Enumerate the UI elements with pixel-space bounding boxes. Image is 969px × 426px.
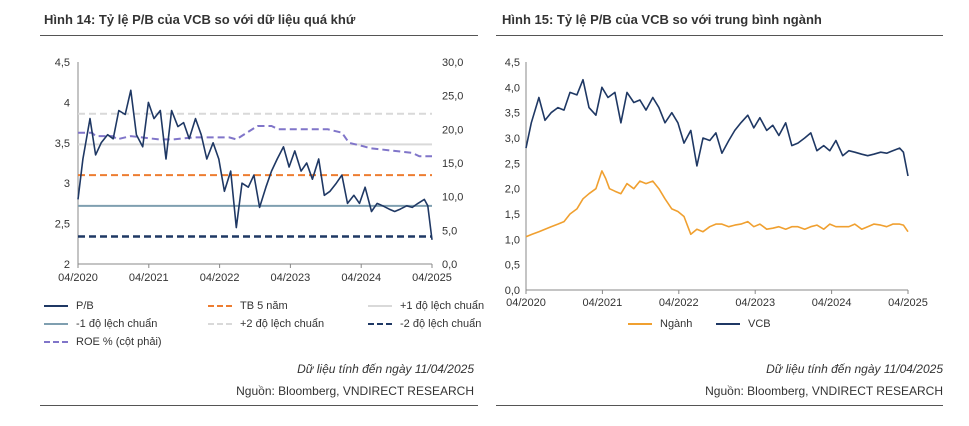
y-right-tick-label: 10,0 — [442, 192, 463, 204]
y-tick-label: 4,0 — [505, 82, 520, 94]
legend-item-vcb: VCB — [716, 318, 771, 330]
y-tick-label: 0,0 — [505, 285, 520, 297]
y-right-tick-label: 5,0 — [442, 225, 457, 237]
data-date-note: Dữ liệu tính đến ngày 11/04/2025 — [297, 362, 474, 376]
x-tick-label: 04/2020 — [506, 297, 546, 309]
legend-swatch — [44, 305, 68, 307]
title-rule — [496, 35, 943, 36]
source-note: Nguồn: Bloomberg, VNDIRECT RESEARCH — [236, 384, 474, 398]
legend-label: -2 độ lệch chuẩn — [400, 318, 482, 330]
legend-label: Ngành — [660, 318, 693, 330]
legend-label: -1 độ lệch chuẩn — [76, 318, 158, 330]
y-left-tick-label: 3 — [64, 178, 70, 190]
x-tick-label: 04/2022 — [659, 297, 699, 309]
y-right-tick-label: 25,0 — [442, 91, 463, 103]
y-right-tick-label: 15,0 — [442, 158, 463, 170]
y-tick-label: 1,0 — [505, 234, 520, 246]
data-date-note: Dữ liệu tính đến ngày 11/04/2025 — [766, 362, 943, 376]
x-tick-label: 04/2025 — [888, 297, 928, 309]
y-left-tick-label: 2,5 — [55, 219, 70, 231]
y-left-tick-label: 3,5 — [55, 138, 70, 150]
legend-label: ROE % (cột phải) — [76, 336, 162, 348]
legend-item-nganh: Ngành — [628, 318, 692, 330]
chart-panel-pb-history: Hình 14: Tỷ lệ P/B của VCB so với dữ liệ… — [0, 0, 484, 426]
series-nganh-line — [525, 170, 909, 238]
x-tick-label: 04/2023 — [271, 272, 311, 284]
legend-item-roe: ROE % (cột phải) — [44, 336, 162, 348]
y-right-tick-label: 0,0 — [442, 259, 457, 271]
y-tick-label: 3,5 — [505, 108, 520, 120]
legend-item-m1: -1 độ lệch chuẩn — [44, 318, 157, 330]
y-tick-label: 2,0 — [505, 184, 520, 196]
legend-item-p2: +2 độ lệch chuẩn — [208, 318, 324, 330]
chart-panel-pb-vs-industry: Hình 15: Tỷ lệ P/B của VCB so với trung … — [496, 0, 969, 426]
legend-swatch — [368, 305, 392, 307]
x-tick-label: 04/2025 — [412, 272, 452, 284]
y-right-tick-label: 30,0 — [442, 57, 463, 69]
y-left-tick-label: 4 — [64, 97, 70, 109]
y-tick-label: 2,5 — [505, 158, 520, 170]
x-tick-label: 04/2021 — [129, 272, 169, 284]
chart-pb-history: 2 2,5 3 3,5 4 4,5 0,0 5,0 10,0 15,0 20,0 25,0 30,0 04… — [55, 57, 464, 284]
legend-swatch — [716, 323, 740, 325]
series-vcb-line — [525, 78, 909, 177]
y-right-tick-label: 20,0 — [442, 124, 463, 136]
chart-pb-vs-industry: 0,0 0,5 1,0 1,5 2,0 2,5 3,0 3,5 4,0 4,5 04/2020 04/… — [505, 57, 928, 309]
legend-swatch — [208, 323, 232, 325]
x-tick-label: 04/2024 — [341, 272, 381, 284]
y-left-tick-label: 2 — [64, 259, 70, 271]
title-rule — [40, 35, 478, 36]
footer-rule — [40, 405, 478, 406]
legend-label: VCB — [748, 318, 771, 330]
x-tick-label: 04/2021 — [583, 297, 623, 309]
legend-label: +2 độ lệch chuẩn — [240, 318, 325, 330]
legend-swatch — [208, 305, 232, 307]
chart-title: Hình 15: Tỷ lệ P/B của VCB so với trung … — [502, 12, 822, 27]
legend-swatch — [368, 323, 392, 325]
y-tick-label: 0,5 — [505, 260, 520, 272]
y-tick-label: 1,5 — [505, 209, 520, 221]
legend-swatch — [44, 323, 68, 325]
legend-swatch — [44, 341, 68, 343]
chart-title: Hình 14: Tỷ lệ P/B của VCB so với dữ liệ… — [44, 12, 356, 27]
series-roe-line — [78, 125, 432, 158]
legend-label: +1 độ lệch chuẩn — [400, 300, 485, 312]
legend-item-p1: +1 độ lệch chuẩn — [368, 300, 484, 312]
y-tick-label: 3,0 — [505, 133, 520, 145]
legend-item-tb5: TB 5 năm — [208, 300, 288, 312]
x-tick-label: 04/2023 — [735, 297, 775, 309]
y-tick-label: 4,5 — [505, 57, 520, 69]
legend-label: P/B — [76, 300, 94, 312]
x-tick-label: 04/2022 — [200, 272, 240, 284]
series-pb-line — [77, 89, 433, 240]
legend-swatch — [628, 323, 652, 325]
footer-rule — [496, 405, 943, 406]
x-tick-label: 04/2020 — [58, 272, 98, 284]
source-note: Nguồn: Bloomberg, VNDIRECT RESEARCH — [705, 384, 943, 398]
legend-item-pb: P/B — [44, 300, 94, 312]
legend-label: TB 5 năm — [240, 300, 288, 312]
x-tick-label: 04/2024 — [812, 297, 852, 309]
y-left-tick-label: 4,5 — [55, 57, 70, 69]
legend-item-m2: -2 độ lệch chuẩn — [368, 318, 481, 330]
